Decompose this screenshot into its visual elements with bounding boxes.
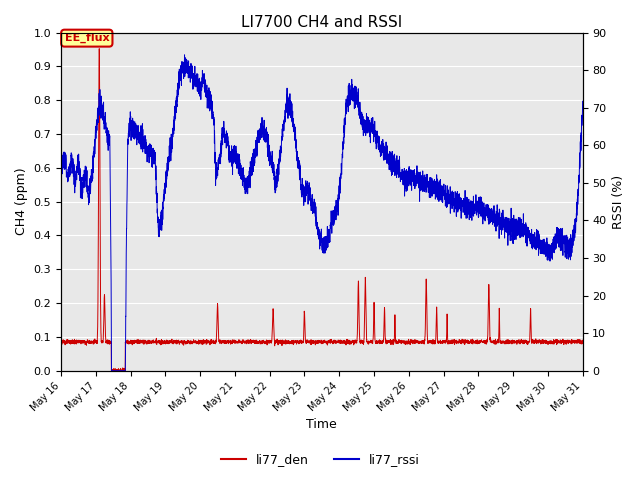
Legend: li77_den, li77_rssi: li77_den, li77_rssi <box>216 448 424 471</box>
Text: EE_flux: EE_flux <box>65 33 109 43</box>
Y-axis label: RSSI (%): RSSI (%) <box>612 175 625 228</box>
X-axis label: Time: Time <box>307 419 337 432</box>
Y-axis label: CH4 (ppm): CH4 (ppm) <box>15 168 28 235</box>
Title: LI7700 CH4 and RSSI: LI7700 CH4 and RSSI <box>241 15 403 30</box>
